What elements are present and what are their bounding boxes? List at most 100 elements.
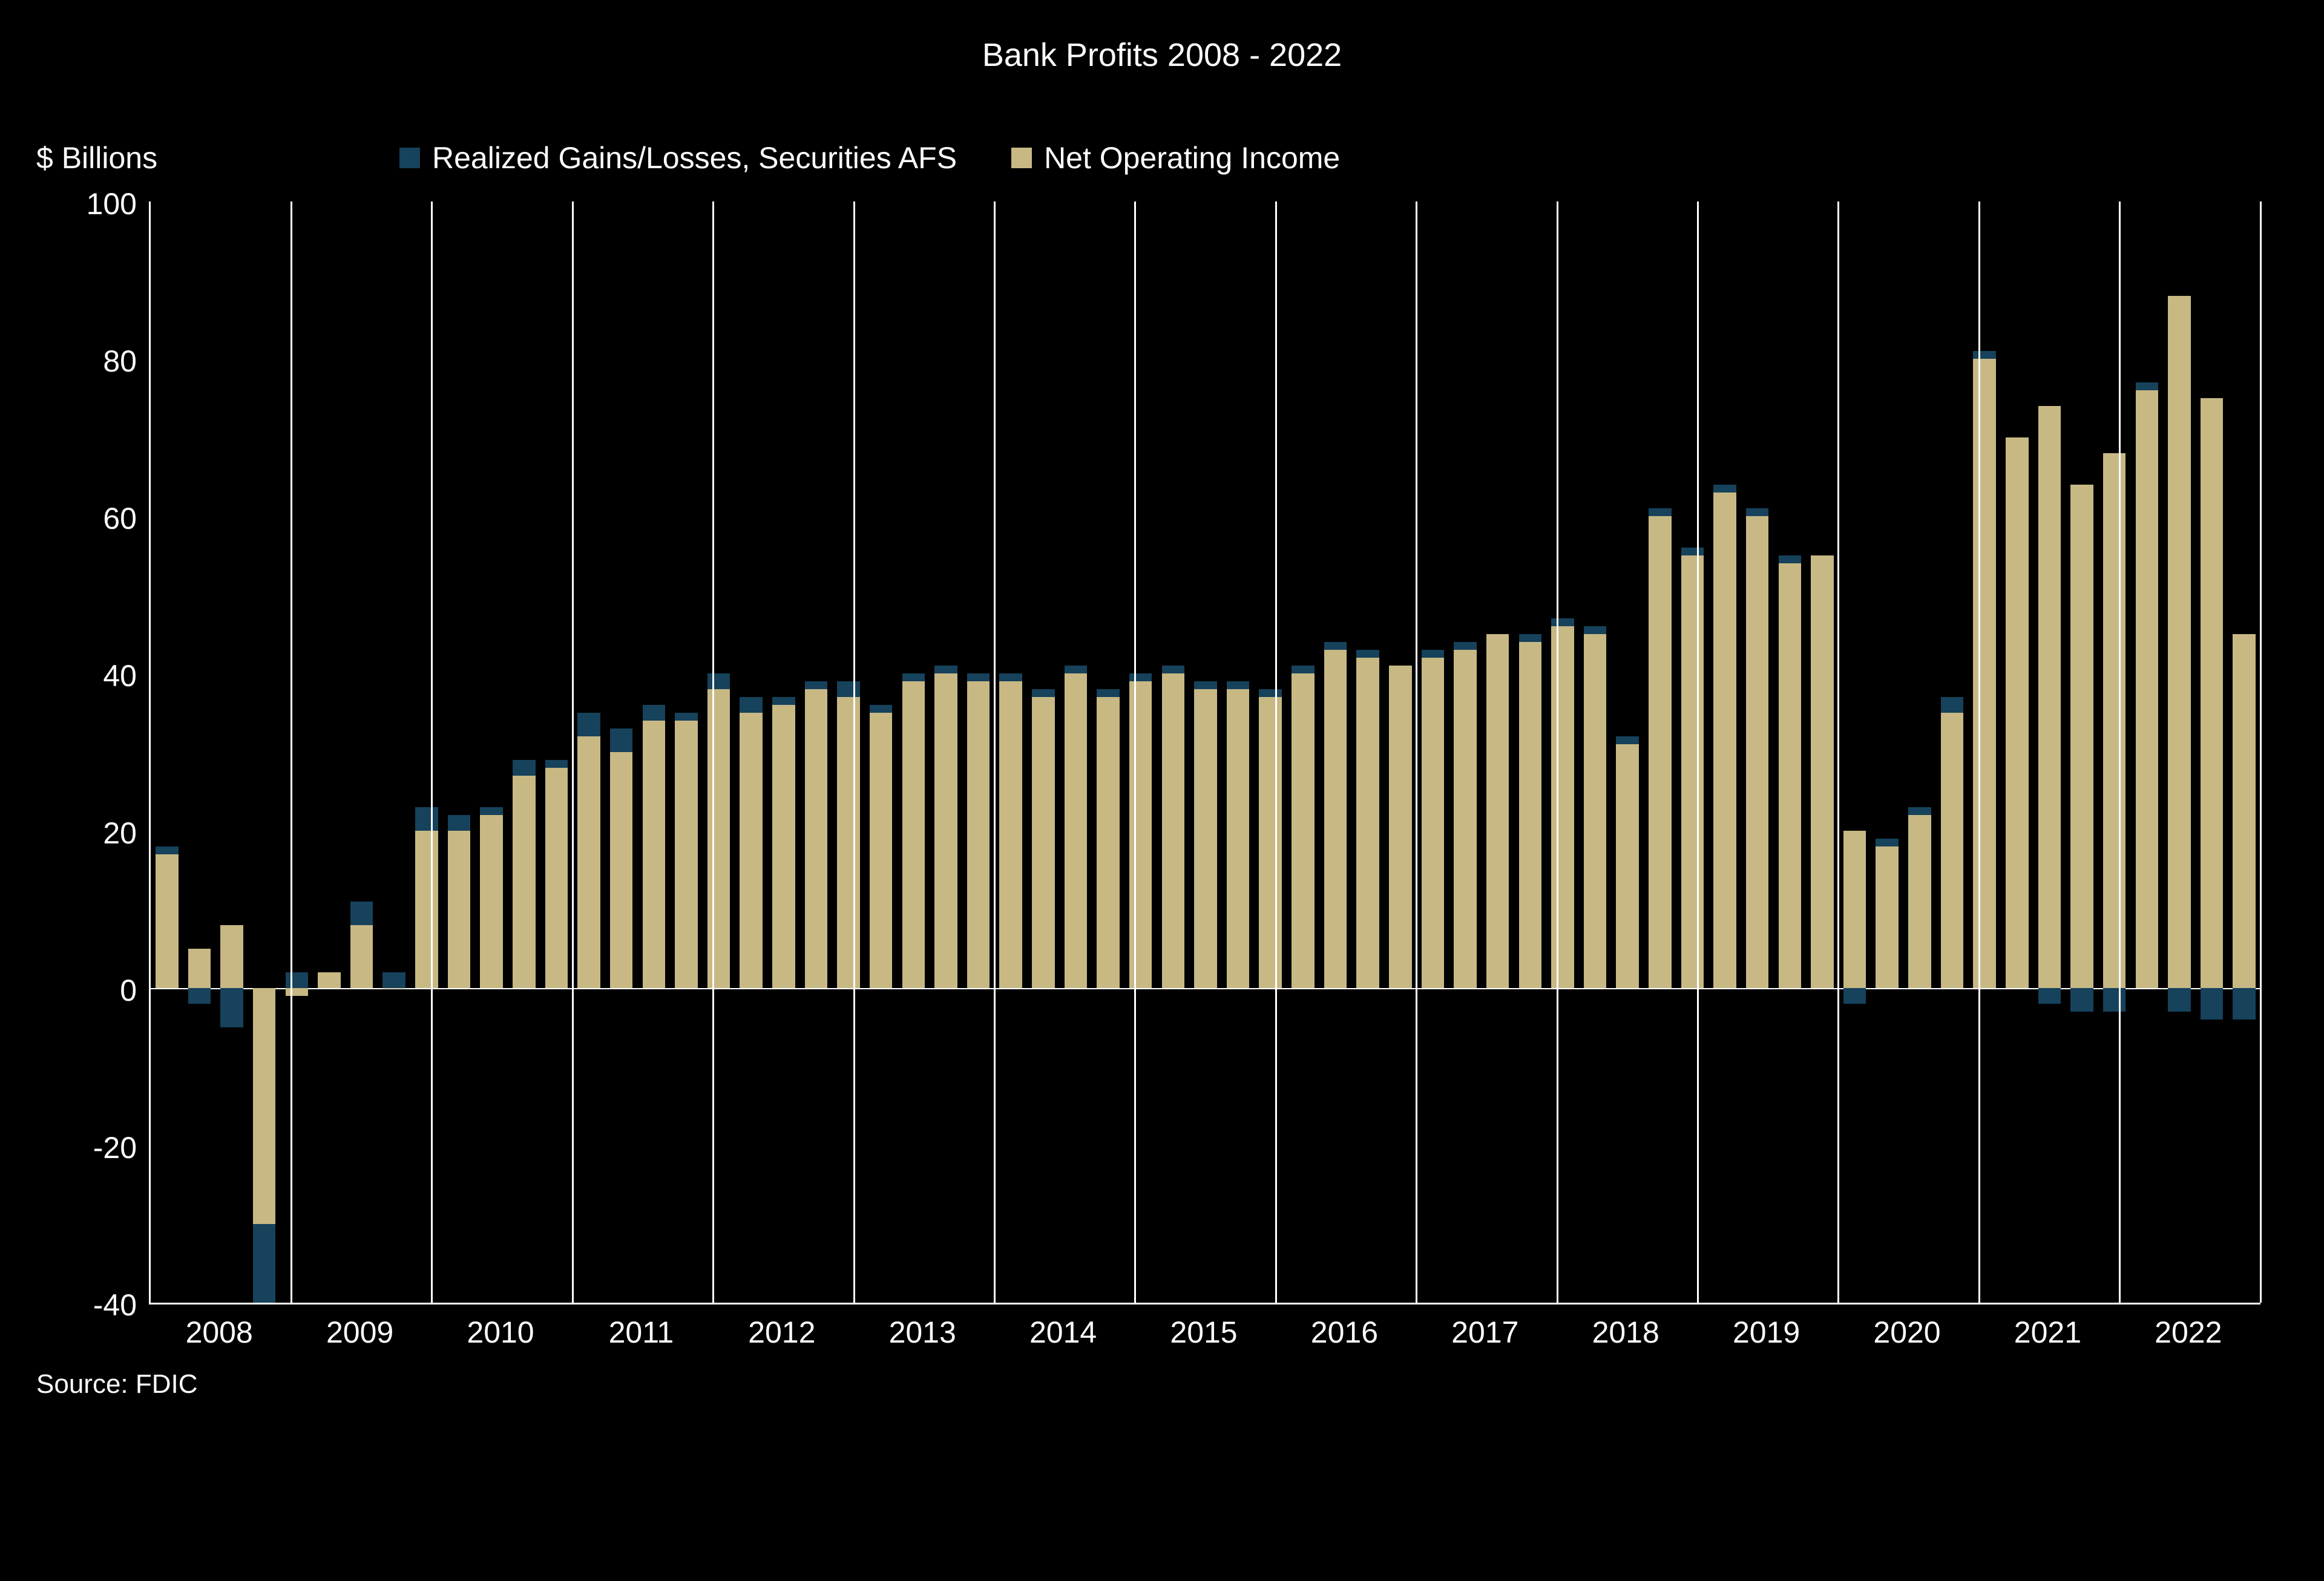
bar-realized-gains bbox=[805, 681, 828, 689]
bar-realized-gains bbox=[415, 807, 438, 831]
vertical-gridline bbox=[572, 201, 574, 1303]
bar-net-operating-income bbox=[1065, 673, 1088, 988]
bar-realized-gains bbox=[1973, 351, 1996, 359]
x-tick-label: 2011 bbox=[609, 1315, 674, 1350]
bar-realized-gains bbox=[1292, 666, 1315, 673]
y-tick-label: 0 bbox=[64, 973, 137, 1008]
bar-realized-gains bbox=[1551, 618, 1574, 626]
legend-swatch bbox=[399, 148, 420, 168]
bar-realized-gains bbox=[1843, 988, 1866, 1004]
x-tick-label: 2021 bbox=[2014, 1315, 2081, 1350]
bar-realized-gains bbox=[675, 713, 698, 721]
bar-realized-gains bbox=[902, 673, 925, 681]
bar-realized-gains bbox=[1422, 650, 1445, 658]
vertical-gridline bbox=[290, 201, 292, 1303]
bar-net-operating-income bbox=[188, 949, 211, 988]
bar-net-operating-income bbox=[448, 831, 471, 988]
bar-net-operating-income bbox=[805, 689, 828, 988]
bar-realized-gains bbox=[643, 705, 666, 721]
bar-net-operating-income bbox=[1486, 634, 1509, 988]
y-tick-label: -40 bbox=[64, 1288, 137, 1323]
bar-net-operating-income bbox=[1227, 689, 1250, 988]
x-tick-label: 2018 bbox=[1592, 1315, 1659, 1350]
source-text: Source: FDIC bbox=[36, 1369, 198, 1399]
bar-net-operating-income bbox=[1649, 516, 1672, 988]
x-tick-label: 2015 bbox=[1170, 1315, 1237, 1350]
bar-realized-gains bbox=[1227, 681, 1250, 689]
y-tick-label: 100 bbox=[64, 186, 137, 221]
bar-net-operating-income bbox=[286, 988, 309, 996]
bar-net-operating-income bbox=[1454, 650, 1477, 988]
bar-realized-gains bbox=[2103, 988, 2126, 1012]
bar-net-operating-income bbox=[643, 721, 666, 988]
bar-net-operating-income bbox=[707, 689, 730, 988]
vertical-gridline bbox=[1416, 201, 1417, 1303]
y-tick-label: 40 bbox=[64, 658, 137, 693]
vertical-gridline bbox=[1275, 201, 1277, 1303]
bar-net-operating-income bbox=[253, 988, 276, 1224]
bar-realized-gains bbox=[1356, 650, 1379, 658]
bar-net-operating-income bbox=[1713, 493, 1736, 988]
bar-net-operating-income bbox=[1259, 697, 1282, 988]
vertical-gridline bbox=[1134, 201, 1136, 1303]
bar-net-operating-income bbox=[2136, 390, 2159, 988]
x-tick-label: 2019 bbox=[1733, 1315, 1800, 1350]
bar-net-operating-income bbox=[967, 681, 990, 988]
bar-realized-gains bbox=[1454, 642, 1477, 650]
vertical-gridline bbox=[431, 201, 433, 1303]
bar-realized-gains bbox=[2201, 988, 2224, 1020]
bar-net-operating-income bbox=[2103, 453, 2126, 988]
bar-net-operating-income bbox=[1162, 673, 1185, 988]
bar-net-operating-income bbox=[1779, 563, 1802, 988]
bar-realized-gains bbox=[967, 673, 990, 681]
bar-net-operating-income bbox=[1584, 634, 1607, 988]
bar-net-operating-income bbox=[902, 681, 925, 988]
x-tick-label: 2017 bbox=[1451, 1315, 1518, 1350]
bar-realized-gains bbox=[1097, 689, 1120, 697]
bar-net-operating-income bbox=[1422, 658, 1445, 988]
bar-net-operating-income bbox=[837, 697, 860, 988]
legend-label: Realized Gains/Losses, Securities AFS bbox=[432, 140, 957, 175]
legend-label: Net Operating Income bbox=[1044, 140, 1340, 175]
bar-realized-gains bbox=[286, 972, 309, 988]
bar-realized-gains bbox=[2070, 988, 2093, 1012]
bar-realized-gains bbox=[999, 673, 1022, 681]
x-tick-label: 2022 bbox=[2155, 1315, 2222, 1350]
bar-realized-gains bbox=[1876, 839, 1899, 846]
bar-net-operating-income bbox=[2201, 398, 2224, 988]
bar-net-operating-income bbox=[382, 988, 405, 989]
vertical-gridline bbox=[1837, 201, 1839, 1303]
bar-net-operating-income bbox=[1616, 744, 1639, 988]
bar-net-operating-income bbox=[2038, 406, 2061, 988]
bar-realized-gains bbox=[2136, 382, 2159, 390]
bar-realized-gains bbox=[1519, 634, 1542, 642]
bar-net-operating-income bbox=[2168, 296, 2191, 988]
bar-realized-gains bbox=[707, 673, 730, 689]
vertical-gridline bbox=[2119, 201, 2121, 1303]
x-tick-label: 2012 bbox=[748, 1315, 815, 1350]
bar-net-operating-income bbox=[1194, 689, 1217, 988]
bar-net-operating-income bbox=[1681, 555, 1704, 988]
bar-realized-gains bbox=[1324, 642, 1347, 650]
bar-realized-gains bbox=[1681, 548, 1704, 555]
bar-realized-gains bbox=[2038, 988, 2061, 1004]
bar-realized-gains bbox=[1616, 736, 1639, 744]
bar-realized-gains bbox=[1065, 666, 1088, 673]
bar-net-operating-income bbox=[1843, 831, 1866, 988]
bar-realized-gains bbox=[1032, 689, 1055, 697]
bar-net-operating-income bbox=[480, 815, 503, 988]
bar-net-operating-income bbox=[870, 713, 893, 988]
bar-net-operating-income bbox=[1129, 681, 1152, 988]
bar-realized-gains bbox=[156, 846, 179, 854]
bar-realized-gains bbox=[772, 697, 795, 705]
bar-realized-gains bbox=[1908, 807, 1931, 815]
bar-net-operating-income bbox=[1324, 650, 1347, 988]
bar-net-operating-income bbox=[2233, 634, 2256, 988]
bar-net-operating-income bbox=[1551, 626, 1574, 988]
bar-realized-gains bbox=[253, 1224, 276, 1303]
vertical-gridline bbox=[1557, 201, 1558, 1303]
bar-realized-gains bbox=[1584, 626, 1607, 634]
x-tick-label: 2016 bbox=[1311, 1315, 1378, 1350]
x-tick-label: 2008 bbox=[186, 1315, 253, 1350]
legend-item-1: Net Operating Income bbox=[1011, 140, 1340, 175]
